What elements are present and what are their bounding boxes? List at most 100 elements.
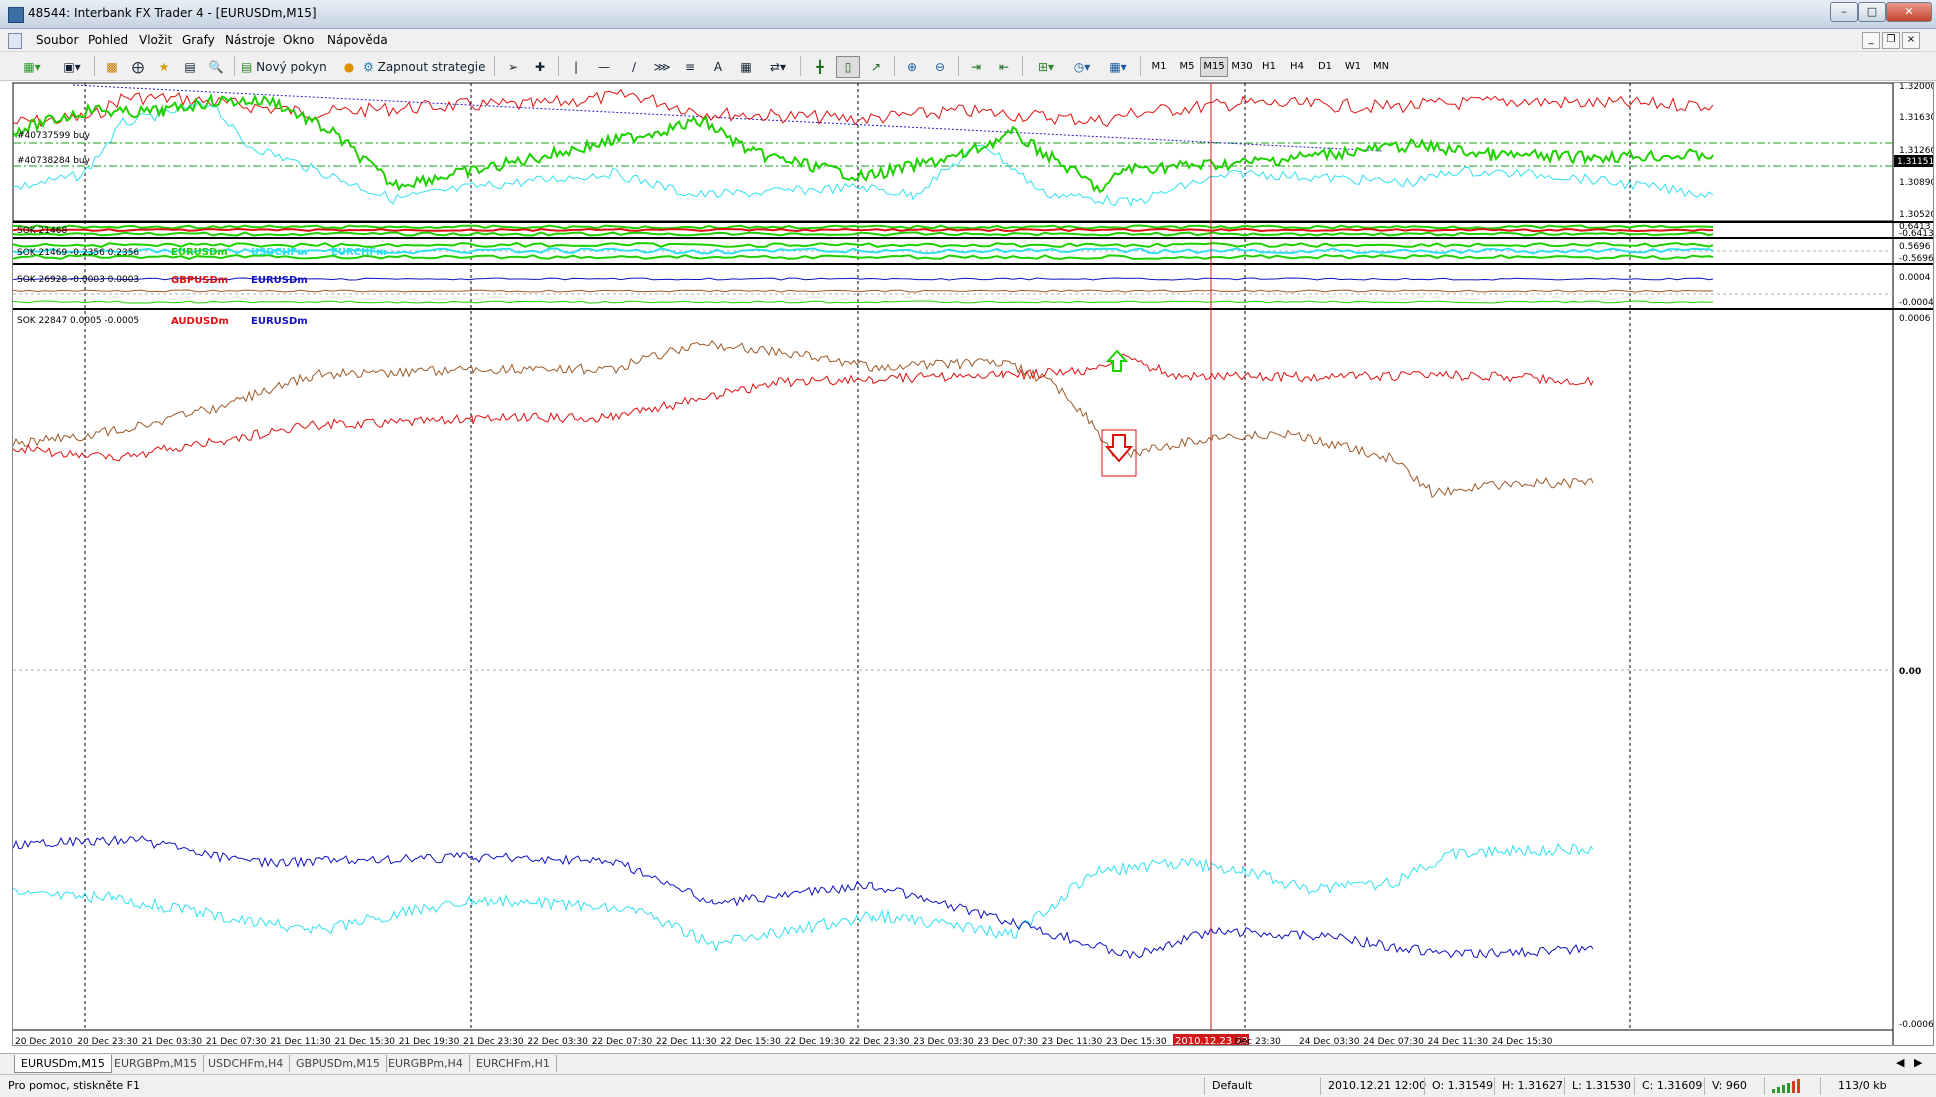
crosshair-button[interactable]: ✚ (528, 56, 552, 78)
autoscroll-button[interactable]: ⇥ (964, 56, 988, 78)
main-red-line (13, 88, 1714, 128)
sub1-scale-top: 0.6413 (1899, 222, 1931, 232)
chart-shift-button[interactable]: ⇤ (992, 56, 1016, 78)
cursor-button[interactable]: ➢ (502, 56, 524, 78)
menu-pohled[interactable]: Pohled (88, 33, 129, 47)
candles-button[interactable]: ▯ (836, 56, 860, 78)
mdi-close-button[interactable]: × (1902, 32, 1920, 49)
status-bar: Pro pomoc, stiskněte F1 Default 2010.12.… (0, 1074, 1936, 1097)
time-label: 23 Dec 03:30 (913, 1037, 974, 1045)
new-order-icon: ▤ (241, 60, 253, 74)
timeframe-m15[interactable]: M15 (1200, 57, 1228, 77)
fibo-button[interactable]: ≡ (678, 56, 702, 78)
arrows-button[interactable]: ⇄▾ (762, 56, 794, 78)
vline-icon: | (573, 60, 579, 74)
timeframe-m1[interactable]: M1 (1151, 61, 1167, 72)
tab-eurgbpm-h4[interactable]: EURGBPm,H4 (382, 1055, 470, 1072)
favorites-button[interactable]: ★ (152, 56, 176, 78)
strategies-warning-button[interactable]: ● (338, 56, 360, 78)
label-button[interactable]: ▦ (734, 56, 758, 78)
time-label: 24 Dec 15:30 (1492, 1037, 1553, 1045)
timeframe-h4[interactable]: H4 (1290, 61, 1304, 72)
window-title: 48544: Interbank FX Trader 4 - [EURUSDm,… (28, 6, 317, 20)
sub4-scale-top: 0.0006 (1899, 314, 1931, 324)
new-chart-button[interactable]: ▦▾ (14, 56, 50, 78)
text-icon: A (713, 60, 723, 74)
menu-grafy[interactable]: Grafy (182, 33, 215, 47)
title-bar: 48544: Interbank FX Trader 4 - [EURUSDm,… (0, 0, 1936, 29)
sub3-label: SOK 26928 -0.0003 0.0003 (17, 275, 139, 285)
tester-button[interactable]: 🔍 (204, 56, 228, 78)
tab-eurgbpm-m15[interactable]: EURGBPm,M15 (108, 1055, 205, 1072)
time-axis: 20 Dec 2010 20 Dec 23:30 21 Dec 03:30 21 De… (15, 1037, 1553, 1045)
tab-scroll-right[interactable]: ▶ (1914, 1056, 1923, 1069)
sub2-series-3: EURCHFm (331, 247, 387, 258)
chart-canvas[interactable]: 2010.12.23 22:15 #40737599 buy #40738284… (13, 83, 1933, 1045)
timeframe-m5[interactable]: M5 (1179, 61, 1195, 72)
line-chart-button[interactable]: ↗ (864, 56, 888, 78)
text-button[interactable]: A (706, 56, 730, 78)
sub2-scale-bottom: -0.5696 (1899, 254, 1933, 264)
price-label: 1.31630 (1899, 113, 1933, 123)
trendline-button[interactable]: ∕ (622, 56, 646, 78)
tab-gbpusdm-m15[interactable]: GBPUSDm,M15 (290, 1055, 387, 1072)
new-order-label: Nový pokyn (256, 60, 327, 74)
timeframe-mn[interactable]: MN (1372, 61, 1390, 72)
time-label: 21 Dec 23:30 (463, 1037, 524, 1045)
status-volume: V: 960 (1712, 1079, 1747, 1092)
tab-eurchfm-h1[interactable]: EURCHFm,H1 (470, 1055, 557, 1072)
current-price-badge (1894, 155, 1933, 167)
cursor-time-badge (1173, 1034, 1249, 1045)
navigator-button[interactable]: ⨁ (126, 56, 150, 78)
sub4-label: SOK 22847 0.0005 -0.0005 (17, 316, 139, 326)
zoom-out-button[interactable]: ⊖ (928, 56, 952, 78)
mdi-restore-button[interactable]: ❐ (1882, 32, 1900, 49)
timeframe-d1[interactable]: D1 (1317, 61, 1333, 72)
profiles-button[interactable]: ▣▾ (54, 56, 90, 78)
bar-chart-button[interactable]: ╋ (808, 56, 832, 78)
menu-vlozit[interactable]: Vložit (139, 33, 173, 47)
time-label: 22 Dec 03:30 (527, 1037, 588, 1045)
templates-icon: ▦▾ (1109, 60, 1127, 74)
templates-button[interactable]: ▦▾ (1100, 56, 1136, 78)
market-watch-button[interactable]: ▩ (100, 56, 124, 78)
hline-button[interactable]: — (592, 56, 616, 78)
sub4-series-2: EURUSDm (251, 316, 308, 327)
chart-shift-icon: ⇤ (998, 60, 1010, 74)
toggle-strategies-button[interactable]: ⚙ Zapnout strategie (362, 56, 488, 78)
mdi-minimize-button[interactable]: _ (1862, 32, 1880, 49)
bar-chart-icon: ╋ (816, 60, 824, 74)
timeframe-m30[interactable]: M30 (1231, 61, 1253, 72)
indicators-button[interactable]: ⊞▾ (1028, 56, 1064, 78)
new-order-button[interactable]: ▤ Nový pokyn (240, 56, 338, 78)
timeframe-h1[interactable]: H1 (1262, 61, 1276, 72)
sub1-scale-bottom: -0.6413 (1899, 229, 1933, 239)
time-label: 21 Dec 07:30 (206, 1037, 267, 1045)
timeframe-w1[interactable]: W1 (1344, 61, 1362, 72)
favorites-icon: ★ (158, 60, 170, 74)
menu-bar: Soubor Pohled Vložit Grafy Nástroje Okno… (0, 29, 1936, 52)
time-label: 23 Dec 15:30 (1106, 1037, 1167, 1045)
menu-nastroje[interactable]: Nástroje (225, 33, 276, 47)
candles-icon: ▯ (844, 60, 852, 74)
minimize-button[interactable]: – (1830, 2, 1858, 22)
tab-scroll-left[interactable]: ◀ (1896, 1056, 1905, 1069)
tab-eurusdm-m15[interactable]: EURUSDm,M15 (14, 1055, 112, 1073)
indicators-icon: ⊞▾ (1037, 60, 1055, 74)
vline-button[interactable]: | (568, 56, 584, 78)
tab-usdchfm-h4[interactable]: USDCHFm,H4 (202, 1055, 291, 1072)
maximize-button[interactable]: □ (1858, 2, 1886, 22)
crosshair-icon: ✚ (534, 60, 546, 74)
channel-button[interactable]: ⋙ (650, 56, 674, 78)
menu-soubor[interactable]: Soubor (36, 33, 79, 47)
terminal-button[interactable]: ▤ (178, 56, 202, 78)
sub3-series-2: EURUSDm (251, 275, 308, 286)
chart-window[interactable]: 2010.12.23 22:15 #40737599 buy #40738284… (12, 82, 1934, 1046)
close-button[interactable]: ✕ (1886, 2, 1932, 22)
brown-line (13, 340, 1594, 498)
zoom-in-button[interactable]: ⊕ (900, 56, 924, 78)
sub2-series-2: USDCHFm (251, 247, 308, 258)
menu-napoveda[interactable]: Nápověda (327, 33, 388, 47)
periods-button[interactable]: ◷▾ (1064, 56, 1100, 78)
menu-okno[interactable]: Okno (283, 33, 315, 47)
